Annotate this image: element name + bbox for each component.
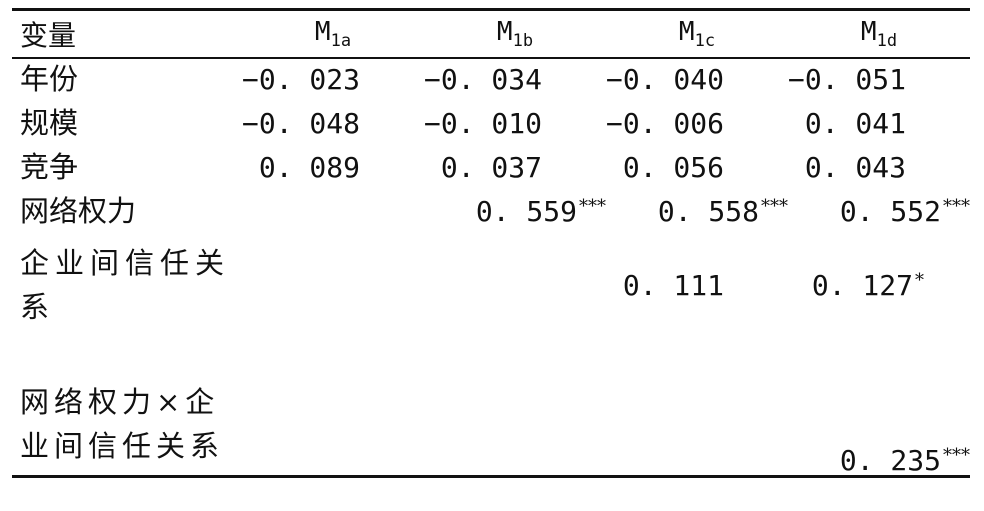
table-cell: −0. 051 [788, 57, 970, 101]
table-cell: −0. 048 [242, 101, 424, 145]
row-label: 网络权力×企业间信任关系 [20, 385, 225, 463]
cell-value: 0. 127 [811, 268, 913, 302]
header-model-1c-sub: 1c [694, 31, 716, 51]
bottom-rule [12, 475, 970, 478]
table-cell: −0. 010 [424, 101, 606, 145]
header-model-1c-main: M [678, 17, 695, 47]
cell-value: 0. 559 [475, 194, 577, 228]
table-cell: −0. 006 [606, 101, 788, 145]
header-model-1a-sub: 1a [330, 31, 352, 51]
cell-value: 0. 041 [804, 106, 906, 140]
cell-value: −0. 010 [424, 106, 543, 140]
significance-stars: * [915, 269, 924, 291]
table-row: 年份 −0. 023 −0. 034 −0. 040 −0. 051 [12, 57, 970, 101]
table-row: 网络权力 0. 559 *** 0. 558 *** 0. 552 *** [12, 189, 970, 233]
cell-value: 0. 037 [440, 150, 542, 184]
cell-value: 0. 558 [657, 194, 759, 228]
top-rule [12, 8, 970, 11]
cell-value: −0. 006 [606, 106, 725, 140]
row-label: 规模 [20, 106, 79, 140]
table-cell: 0. 056 [606, 145, 788, 189]
row-label: 竞争 [20, 150, 79, 184]
cell-value: −0. 034 [424, 62, 543, 96]
cell-value: 0. 235 [839, 444, 941, 477]
significance-stars: *** [943, 445, 970, 466]
table-cell: 0. 558 *** [606, 189, 788, 233]
table-cell [242, 337, 424, 511]
table-cell: −0. 023 [242, 57, 424, 101]
row-label: 网络权力 [20, 194, 137, 228]
header-model-1b-sub: 1b [512, 31, 534, 51]
table-row: 竞争 0. 089 0. 037 0. 056 0. 043 [12, 145, 970, 189]
cell-value: −0. 040 [606, 62, 725, 96]
table-cell [606, 337, 788, 511]
cell-value: −0. 048 [242, 106, 361, 140]
cell-value: 0. 089 [258, 150, 360, 184]
header-model-1c: M1c [606, 11, 788, 57]
cell-value: −0. 051 [788, 62, 907, 96]
header-rule [12, 57, 970, 59]
table-cell: 0. 043 [788, 145, 970, 189]
regression-table: 变量 M1a M1b M1c M1d 年份 −0. 023 −0. 034 −0… [12, 8, 970, 480]
header-model-1b-main: M [496, 17, 513, 47]
table-cell: 0. 037 [424, 145, 606, 189]
table-cell: −0. 040 [606, 57, 788, 101]
table-cell [242, 189, 424, 233]
table-cell: 0. 111 [606, 233, 788, 337]
header-model-1b: M1b [424, 11, 606, 57]
table-cell: −0. 034 [424, 57, 606, 101]
table-cell: 0. 089 [242, 145, 424, 189]
header-model-1d-sub: 1d [876, 31, 898, 51]
cell-value: 0. 552 [839, 194, 941, 228]
table-cell [424, 337, 606, 511]
table-cell: 0. 552 *** [788, 189, 970, 233]
row-label: 年份 [20, 62, 79, 96]
cell-value: 0. 111 [622, 268, 724, 302]
cell-value: 0. 043 [804, 150, 906, 184]
header-variable: 变量 [20, 19, 77, 52]
significance-stars: *** [579, 195, 606, 217]
table-row: 网络权力×企业间信任关系 0. 235 *** [12, 337, 970, 511]
significance-stars: *** [943, 195, 970, 217]
table-cell: 0. 041 [788, 101, 970, 145]
table-cell [424, 233, 606, 337]
table-cell [242, 233, 424, 337]
header-row: 变量 M1a M1b M1c M1d [12, 11, 970, 57]
significance-stars: *** [761, 195, 788, 217]
header-model-1a: M1a [242, 11, 424, 57]
header-model-1d-main: M [860, 17, 877, 47]
header-model-1a-main: M [314, 17, 331, 47]
row-label: 企业间信任关系 [20, 246, 231, 324]
table-cell: 0. 235 *** [788, 337, 970, 511]
table-cell: 0. 127 * [788, 233, 970, 337]
cell-value: −0. 023 [242, 62, 361, 96]
table-row: 企业间信任关系 0. 111 0. 127 * [12, 233, 970, 337]
cell-value: 0. 056 [622, 150, 724, 184]
header-model-1d: M1d [788, 11, 970, 57]
table-row: 规模 −0. 048 −0. 010 −0. 006 0. 041 [12, 101, 970, 145]
results-table: 变量 M1a M1b M1c M1d 年份 −0. 023 −0. 034 −0… [12, 11, 970, 511]
table-cell: 0. 559 *** [424, 189, 606, 233]
